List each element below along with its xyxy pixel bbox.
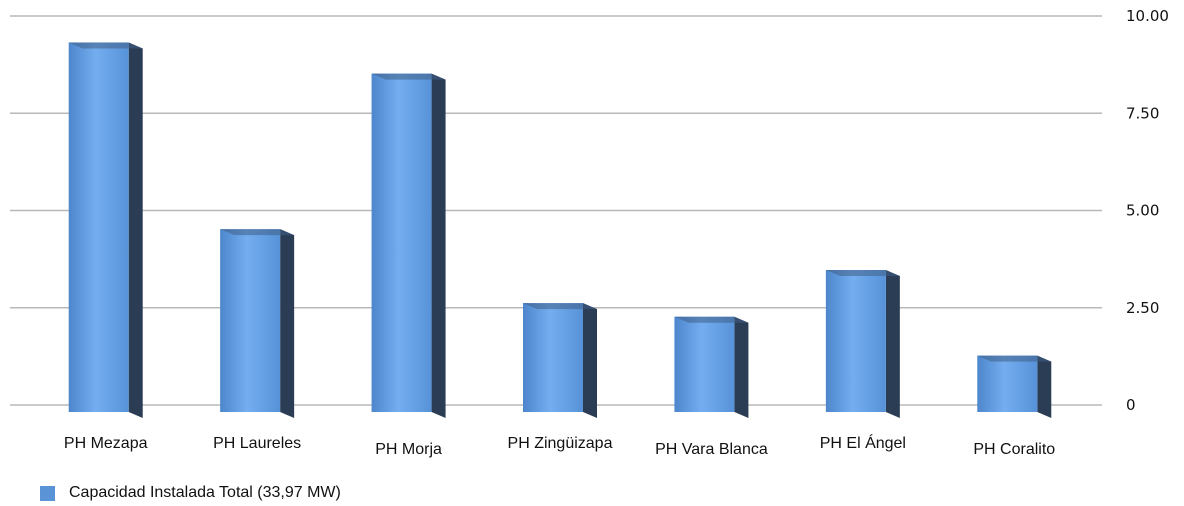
y-tick-label: 0 [1126, 396, 1136, 414]
bar-front [825, 270, 886, 412]
bar [825, 270, 900, 418]
legend: Capacidad Instalada Total (33,97 MW) [40, 482, 341, 504]
bar-top [977, 355, 1052, 362]
bar-side [885, 270, 900, 418]
bar [523, 303, 597, 418]
bar-front [523, 303, 583, 412]
bar-front [220, 229, 281, 412]
bar-side [1037, 355, 1052, 418]
bar-top [68, 42, 143, 49]
bar-top [674, 316, 749, 323]
x-axis-labels: PH Mezapa PH Laureles PH Morja PH Zingüizap… [64, 433, 1055, 458]
bar [68, 42, 143, 418]
bar-front [674, 316, 735, 412]
x-category-label: PH El Ángel [820, 433, 906, 452]
x-category-label: PH Zingüizapa [508, 435, 613, 452]
bar-top [220, 229, 295, 236]
bar-side [431, 73, 446, 418]
y-tick-label: 7.50 [1126, 104, 1159, 122]
x-category-label: PH Vara Blanca [655, 441, 768, 458]
bar [371, 73, 446, 418]
bar-side [128, 42, 143, 418]
bar-side [734, 316, 749, 418]
bar-front [68, 42, 129, 412]
bar-side [280, 229, 295, 418]
bars [68, 42, 1052, 418]
bar-top [523, 303, 597, 310]
x-category-label: PH Laureles [213, 435, 301, 452]
legend-label: Capacidad Instalada Total (33,97 MW) [69, 484, 341, 501]
y-axis-ticks: 0 2.50 5.00 7.50 10.00 [1126, 7, 1169, 414]
x-category-label: PH Mezapa [64, 435, 148, 452]
bar-top [825, 270, 900, 277]
bar-top [371, 73, 446, 80]
bar [977, 355, 1052, 418]
x-category-label: PH Coralito [973, 441, 1055, 458]
legend-swatch [40, 485, 55, 501]
y-tick-label: 2.50 [1126, 299, 1159, 317]
gridlines [10, 15, 1102, 406]
bar [674, 316, 749, 418]
bar-front [977, 355, 1038, 412]
x-category-label: PH Morja [375, 441, 442, 458]
bar-side [583, 303, 597, 418]
bar [220, 229, 295, 418]
bar-front [371, 73, 432, 412]
y-tick-label: 10.00 [1126, 7, 1169, 25]
y-tick-label: 5.00 [1126, 202, 1159, 220]
